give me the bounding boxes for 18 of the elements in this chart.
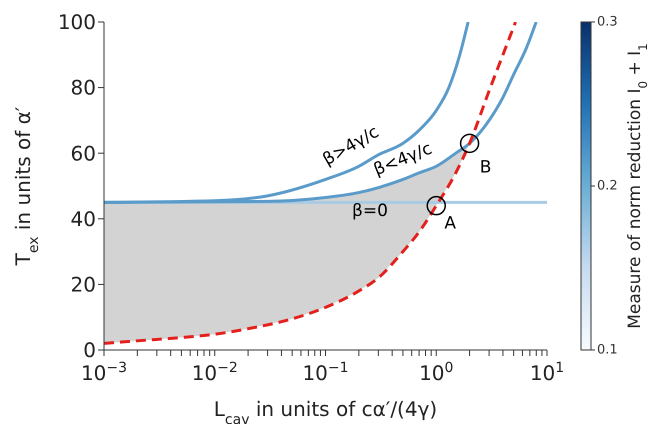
y-tick-label: 0 bbox=[83, 338, 96, 362]
x-tick-label: 10$^{−3}$ bbox=[80, 360, 128, 385]
y-tick-label: 20 bbox=[70, 272, 96, 296]
y-tick-label: 80 bbox=[70, 76, 96, 100]
color-bar-label: 0.1 bbox=[597, 342, 618, 358]
annotation: A bbox=[444, 213, 456, 234]
x-tick-label: 10$^{1}$ bbox=[530, 360, 564, 385]
x-axis-title: L$_{cav}$ in units of cα′/(4γ) bbox=[214, 397, 438, 428]
annotation: B bbox=[480, 157, 492, 178]
y-tick-label: 100 bbox=[58, 10, 96, 34]
annotation: β=0 bbox=[352, 200, 388, 221]
color-bar-label: 0.2 bbox=[597, 178, 618, 194]
y-tick-label: 40 bbox=[70, 206, 96, 231]
x-tick-label: 10$^{0}$ bbox=[419, 360, 454, 385]
x-tick-label: 10$^{−2}$ bbox=[192, 360, 238, 385]
color-bar-label: 0.3 bbox=[597, 14, 618, 30]
y-tick-label: 60 bbox=[70, 141, 96, 166]
x-tick-label: 10$^{−1}$ bbox=[302, 360, 349, 385]
